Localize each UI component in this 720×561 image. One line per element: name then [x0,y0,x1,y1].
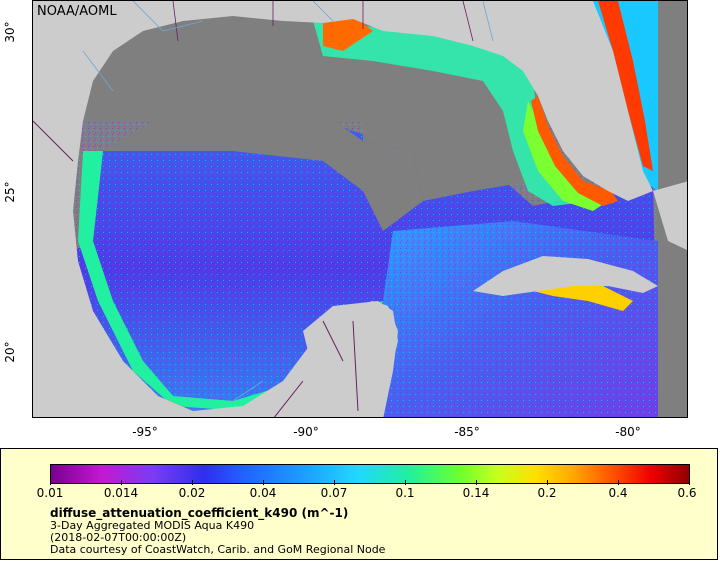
north-coast-band [313,21,593,206]
colorbar-tick-label: 0.04 [249,486,277,500]
colorbar-tick-label: 0.1 [395,486,415,500]
x-tick-label: -85° [454,425,480,439]
land-yucatan [303,301,398,417]
legend-variable-title: diffuse_attenuation_coefficient_k490 (m^… [50,506,349,520]
land-usa [33,1,653,201]
colorbar-tick-label: 0.07 [320,486,348,500]
legend-dataset-line: 3-Day Aggregated MODIS Aqua K490 [50,519,255,532]
colorbar-tick-mark [547,480,548,485]
colorbar-tick-label: 0.014 [103,486,139,500]
colorbar-tick-label: 0.01 [36,486,64,500]
border-us-mexico [33,120,74,162]
x-tick-label: -80° [615,425,641,439]
colorbar-tick-label: 0.4 [608,486,628,500]
y-tick-label: 30° [3,21,17,43]
legend-credit-line: Data courtesy of CoastWatch, Carib. and … [50,543,386,556]
colorbar [50,464,690,484]
land-bahamas [653,181,687,251]
y-tick-label: 20° [3,341,17,363]
map-canvas [33,1,687,417]
legend-panel: 0.01 0.014 0.02 0.04 0.07 0.1 0.14 0.2 0… [0,448,718,560]
louisiana-coast-hot [323,16,373,51]
colorbar-tick-mark [192,480,193,485]
colorbar-tick-label: 0.2 [537,486,557,500]
legend-date-line: (2018-02-07T00:00:00Z) [50,531,187,544]
colorbar-tick-mark [618,480,619,485]
land-cuba [473,256,658,296]
florida-coast-hot [531,96,618,206]
agency-label: NOAA/AOML [37,4,117,19]
colorbar-tick-mark [263,480,264,485]
colorbar-tick-mark [334,480,335,485]
y-tick-label: 25° [3,181,17,203]
border-mexico-states [273,320,359,417]
colorbar-tick-label: 0.02 [178,486,206,500]
land-mexico [33,161,398,417]
colorbar-tick-mark [50,480,51,485]
atlantic-coast-hot [598,1,653,171]
colorbar-tick-mark [405,480,406,485]
map-panel [32,0,688,418]
colorbar-tick-label: 0.6 [677,486,697,500]
cloud-patch-central [103,106,423,231]
colorbar-tick-mark [121,480,122,485]
border-us-states [172,1,474,42]
colorbar-tick-label: 0.14 [462,486,490,500]
x-tick-label: -95° [132,425,158,439]
x-tick-label: -90° [293,425,319,439]
rivers [82,1,494,402]
colorbar-tick-mark [476,480,477,485]
colorbar-tick-mark [689,480,690,485]
